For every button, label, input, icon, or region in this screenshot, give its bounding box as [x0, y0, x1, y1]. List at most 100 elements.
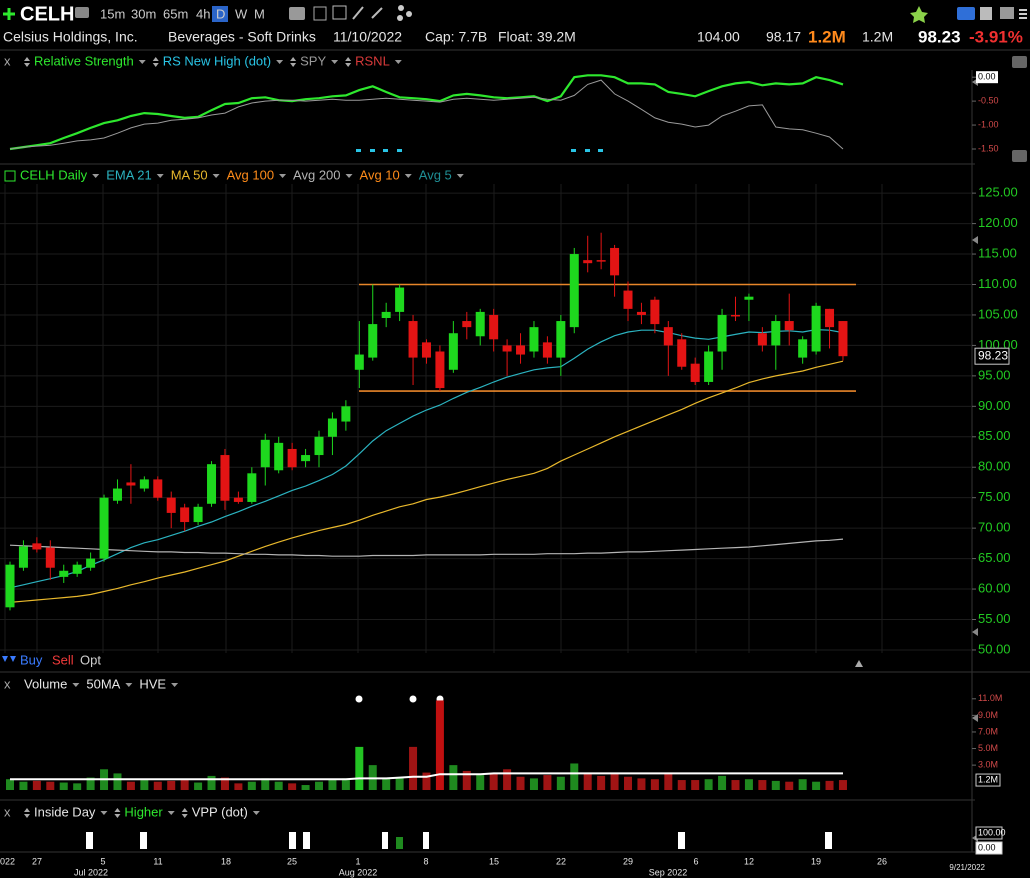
month-label: Sep 2022 [649, 867, 688, 877]
candle-body [233, 497, 243, 502]
legend-item[interactable]: Avg 10 [360, 167, 400, 182]
volume-bar [422, 772, 431, 790]
volume-bar [476, 775, 485, 790]
timeframe-button[interactable]: 30m [131, 6, 156, 21]
rs-new-high-dots [356, 149, 603, 152]
volume-bar [597, 775, 606, 790]
legend-dropdown [279, 174, 287, 178]
axis-arrow[interactable] [972, 236, 978, 244]
timeframe-button[interactable]: 4h [196, 6, 210, 21]
legend-item[interactable]: RS New High (dot) [163, 53, 271, 68]
timeframe-button[interactable]: 65m [163, 6, 188, 21]
legend-item[interactable]: Relative Strength [34, 53, 134, 68]
y-tick-label: 0.00 [978, 72, 996, 82]
x-tick-label: 12 [744, 856, 754, 866]
candle-body [207, 464, 217, 504]
legend-item[interactable]: Avg 100 [227, 167, 274, 182]
volume: 1.2M [808, 27, 846, 46]
y-tick-label: 90.00 [978, 398, 1011, 413]
menu-icon[interactable] [1019, 9, 1027, 19]
legend-item[interactable]: Volume [24, 676, 67, 691]
volume-bar [838, 780, 847, 790]
toolbar-icon[interactable] [313, 6, 327, 21]
candle-body [623, 290, 633, 309]
volume-label: 1.2M [978, 774, 998, 784]
y-tick-label: 125.00 [978, 185, 1018, 200]
timeframe-button[interactable]: W [235, 6, 248, 21]
volume-bar [718, 775, 727, 790]
timeframe-button[interactable]: D [216, 6, 225, 21]
toolbar-icon[interactable] [398, 5, 404, 11]
legend-dropdown [345, 174, 353, 178]
print-icon[interactable] [1000, 7, 1014, 19]
timeframe-button[interactable]: 15m [100, 6, 125, 21]
add-symbol-icon[interactable] [3, 8, 15, 20]
trade-button[interactable]: Opt [80, 652, 101, 667]
x-tick-label: 1 [355, 856, 360, 866]
legend-item[interactable]: HVE [139, 676, 166, 691]
volume-bar [153, 781, 162, 790]
legend-item[interactable]: Avg 5 [419, 167, 452, 182]
trade-button[interactable]: Buy [20, 652, 43, 667]
timeframe-button[interactable]: M [254, 6, 265, 21]
legend-icon[interactable] [4, 170, 16, 182]
candle-body [435, 351, 445, 389]
toolbar-icon[interactable] [957, 7, 975, 20]
legend-item[interactable]: Avg 200 [293, 167, 340, 182]
toolbar-icon[interactable] [75, 7, 89, 18]
volume-bar [650, 779, 659, 790]
favorite-icon[interactable] [910, 6, 928, 23]
axis-arrow[interactable] [972, 714, 978, 722]
toolbar-icon[interactable] [397, 15, 403, 21]
toolbar-icon[interactable] [406, 11, 412, 17]
trade-button[interactable]: Sell [52, 652, 74, 667]
legend-item[interactable]: 50MA [86, 676, 120, 691]
volume-bar [207, 775, 216, 790]
close-panel[interactable]: x [4, 676, 11, 691]
legend-item[interactable]: EMA 21 [106, 167, 152, 182]
legend-item[interactable]: Higher [124, 804, 163, 819]
x-tick-label: 29 [623, 856, 633, 866]
scroll-button[interactable] [1012, 150, 1027, 162]
candle-body [636, 311, 646, 315]
axis-arrow[interactable] [972, 628, 978, 636]
y-tick-label: 11.0M [978, 693, 1002, 703]
symbol[interactable]: CELH [20, 3, 74, 25]
candle-body [99, 497, 109, 559]
candle-body [583, 260, 593, 264]
y-tick-label: 9.0M [978, 710, 998, 720]
legend-item[interactable]: RSNL [355, 53, 390, 68]
y-tick-label: 55.00 [978, 611, 1011, 626]
candle-body [274, 442, 284, 471]
volume-bar [449, 765, 458, 790]
candle-body [744, 296, 754, 300]
volume-bar [19, 781, 28, 790]
toolbar-icon[interactable] [289, 7, 305, 20]
volume-bar [167, 780, 176, 790]
legend-item[interactable]: VPP (dot) [192, 804, 248, 819]
legend-item[interactable]: SPY [300, 53, 326, 68]
save-icon[interactable] [980, 7, 992, 20]
legend-dropdown [100, 811, 108, 815]
draw-icon[interactable] [352, 6, 364, 20]
candle-body [354, 354, 364, 370]
volume-bar [435, 700, 444, 790]
close-panel[interactable]: x [4, 53, 11, 68]
volume-bar [489, 773, 498, 790]
draw-icon[interactable] [371, 7, 383, 19]
x-tick-label: 22 [556, 856, 566, 866]
candle-body [341, 406, 351, 422]
candle-body [677, 339, 687, 367]
x-tick-label: 27 [32, 856, 42, 866]
scroll-button[interactable] [1012, 56, 1027, 68]
close-panel[interactable]: x [4, 804, 11, 819]
volume-bar [556, 776, 565, 790]
collapse-arrow[interactable] [855, 660, 863, 667]
toolbar-icon[interactable] [332, 5, 347, 20]
x-tick-label: 022 [0, 856, 15, 866]
legend-item[interactable]: MA 50 [171, 167, 208, 182]
legend-item[interactable]: CELH Daily [20, 167, 88, 182]
candle-body [421, 342, 431, 358]
legend-dropdown [331, 60, 339, 64]
legend-item[interactable]: Inside Day [34, 804, 96, 819]
